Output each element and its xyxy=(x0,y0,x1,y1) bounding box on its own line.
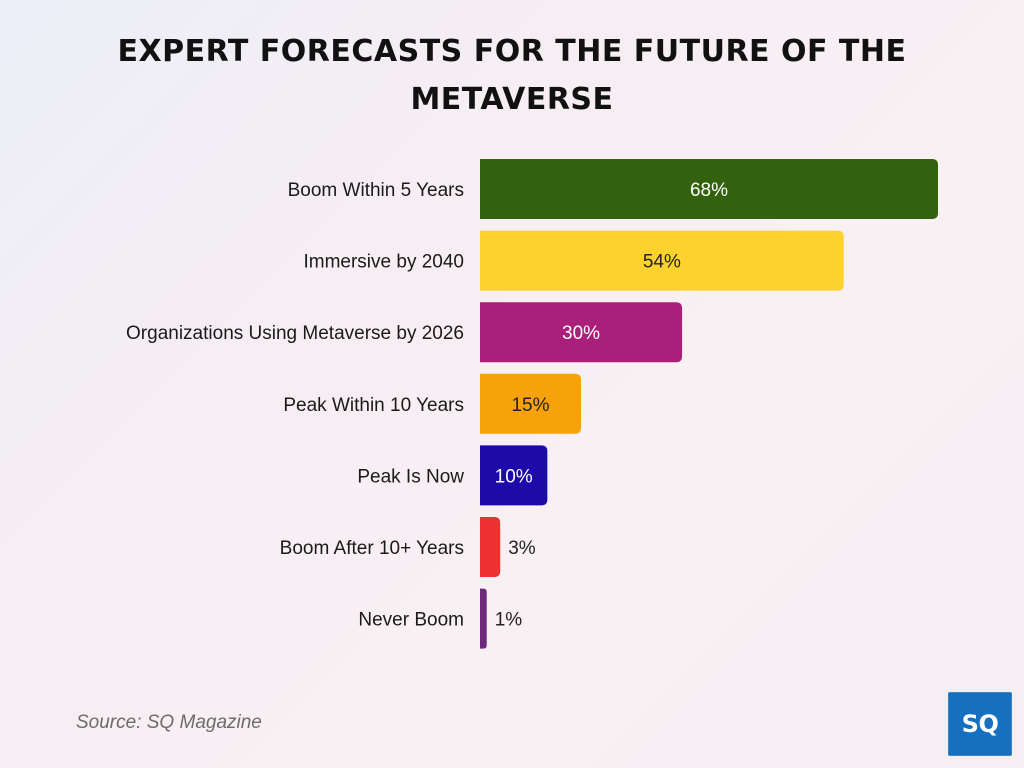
value-label-boom-within-5-years: 68% xyxy=(690,180,728,201)
category-label-peak-within-10-years: Peak Within 10 Years xyxy=(283,395,464,416)
sq-magazine-logo: SQ xyxy=(948,692,1012,756)
value-label-peak-within-10-years: 15% xyxy=(511,395,549,416)
category-label-never-boom: Never Boom xyxy=(358,610,464,631)
category-label-boom-within-5-years: Boom Within 5 Years xyxy=(288,180,464,201)
chart-title: EXPERT FORECASTS FOR THE FUTURE OF THE M… xyxy=(117,34,907,117)
category-label-peak-is-now: Peak Is Now xyxy=(357,466,464,487)
bar-peak-is-now xyxy=(480,445,548,506)
bar-organizations-using-metaverse-by-2026 xyxy=(480,302,683,363)
category-label-immersive-by-2040: Immersive by 2040 xyxy=(303,252,464,273)
bar-boom-after-10-years xyxy=(480,517,501,577)
value-label-never-boom: 1% xyxy=(495,610,523,631)
bar-peak-within-10-years xyxy=(480,373,582,434)
bar-immersive-by-2040 xyxy=(480,230,844,291)
category-label-boom-after-10-years: Boom After 10+ Years xyxy=(280,538,464,559)
bar-never-boom xyxy=(480,588,487,649)
source-note: Source: SQ Magazine xyxy=(76,712,262,733)
value-label-boom-after-10-years: 3% xyxy=(508,538,536,559)
category-label-organizations-using-metaverse-by-2026: Organizations Using Metaverse by 2026 xyxy=(126,323,464,344)
value-label-organizations-using-metaverse-by-2026: 30% xyxy=(562,323,600,344)
bar-boom-within-5-years xyxy=(480,159,938,219)
value-label-peak-is-now: 10% xyxy=(495,466,533,487)
value-label-immersive-by-2040: 54% xyxy=(643,252,681,273)
logo-text: SQ xyxy=(961,710,999,738)
